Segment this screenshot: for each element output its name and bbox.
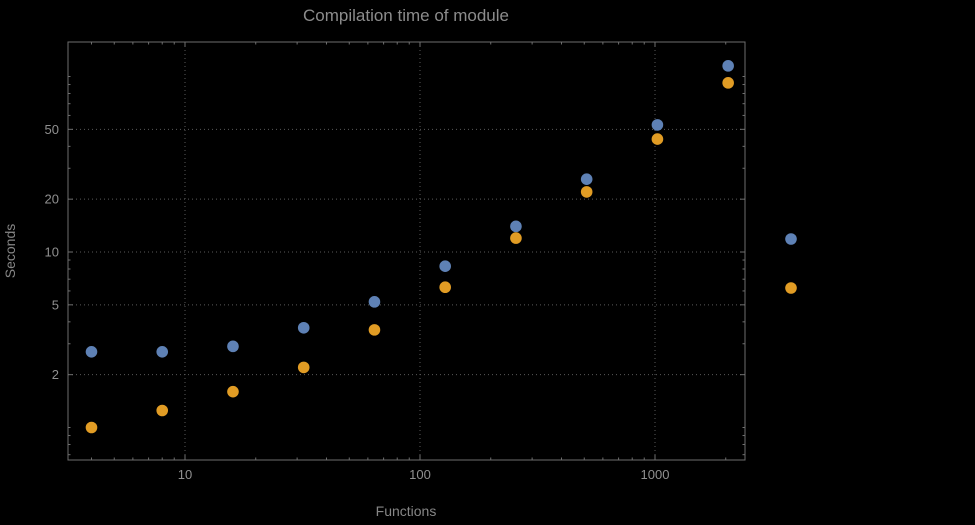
y-tick-label: 5 [52,297,59,312]
plot-frame [67,41,746,461]
legend-marker-series-1 [785,233,797,245]
data-point-series-1 [510,220,522,233]
data-point-series-2 [510,232,522,244]
y-axis-label: Seconds [2,224,18,278]
tick-labels: 10 100 1000 2 5 10 20 50 [45,122,670,482]
data-point-series-2 [368,324,381,336]
x-tick-label: 1000 [641,467,670,482]
legend-markers [785,233,797,294]
data-point-series-2 [580,186,593,198]
x-tick-label: 10 [178,467,192,482]
data-point-series-1 [85,345,98,358]
data-point-series-1 [227,340,239,353]
y-tick-label: 10 [45,245,59,260]
x-tick-label: 100 [409,467,431,482]
data-point-series-1 [651,119,664,131]
gridlines [68,42,745,460]
data-point-series-1 [439,260,451,273]
data-point-series-2 [439,281,451,294]
data-point-series-2 [297,361,310,374]
data-point-series-2 [156,404,169,417]
data-point-series-1 [722,60,734,72]
data-point-series-2 [722,77,734,89]
data-point-series-1 [297,321,310,334]
data-point-series-2 [227,385,239,398]
data-point-series-2 [651,133,664,145]
data-point-series-1 [368,296,381,308]
x-axis-label: Functions [376,503,437,519]
data-point-series-1 [580,173,593,185]
y-tick-label: 50 [45,122,59,137]
data-point-series-2 [85,421,98,434]
data-points [85,60,734,434]
axis-ticks [68,42,745,460]
legend-marker-series-2 [785,282,797,294]
data-point-series-1 [156,345,169,358]
y-tick-label: 2 [52,367,59,382]
chart-title: Compilation time of module [303,6,509,25]
y-tick-label: 20 [45,192,59,207]
